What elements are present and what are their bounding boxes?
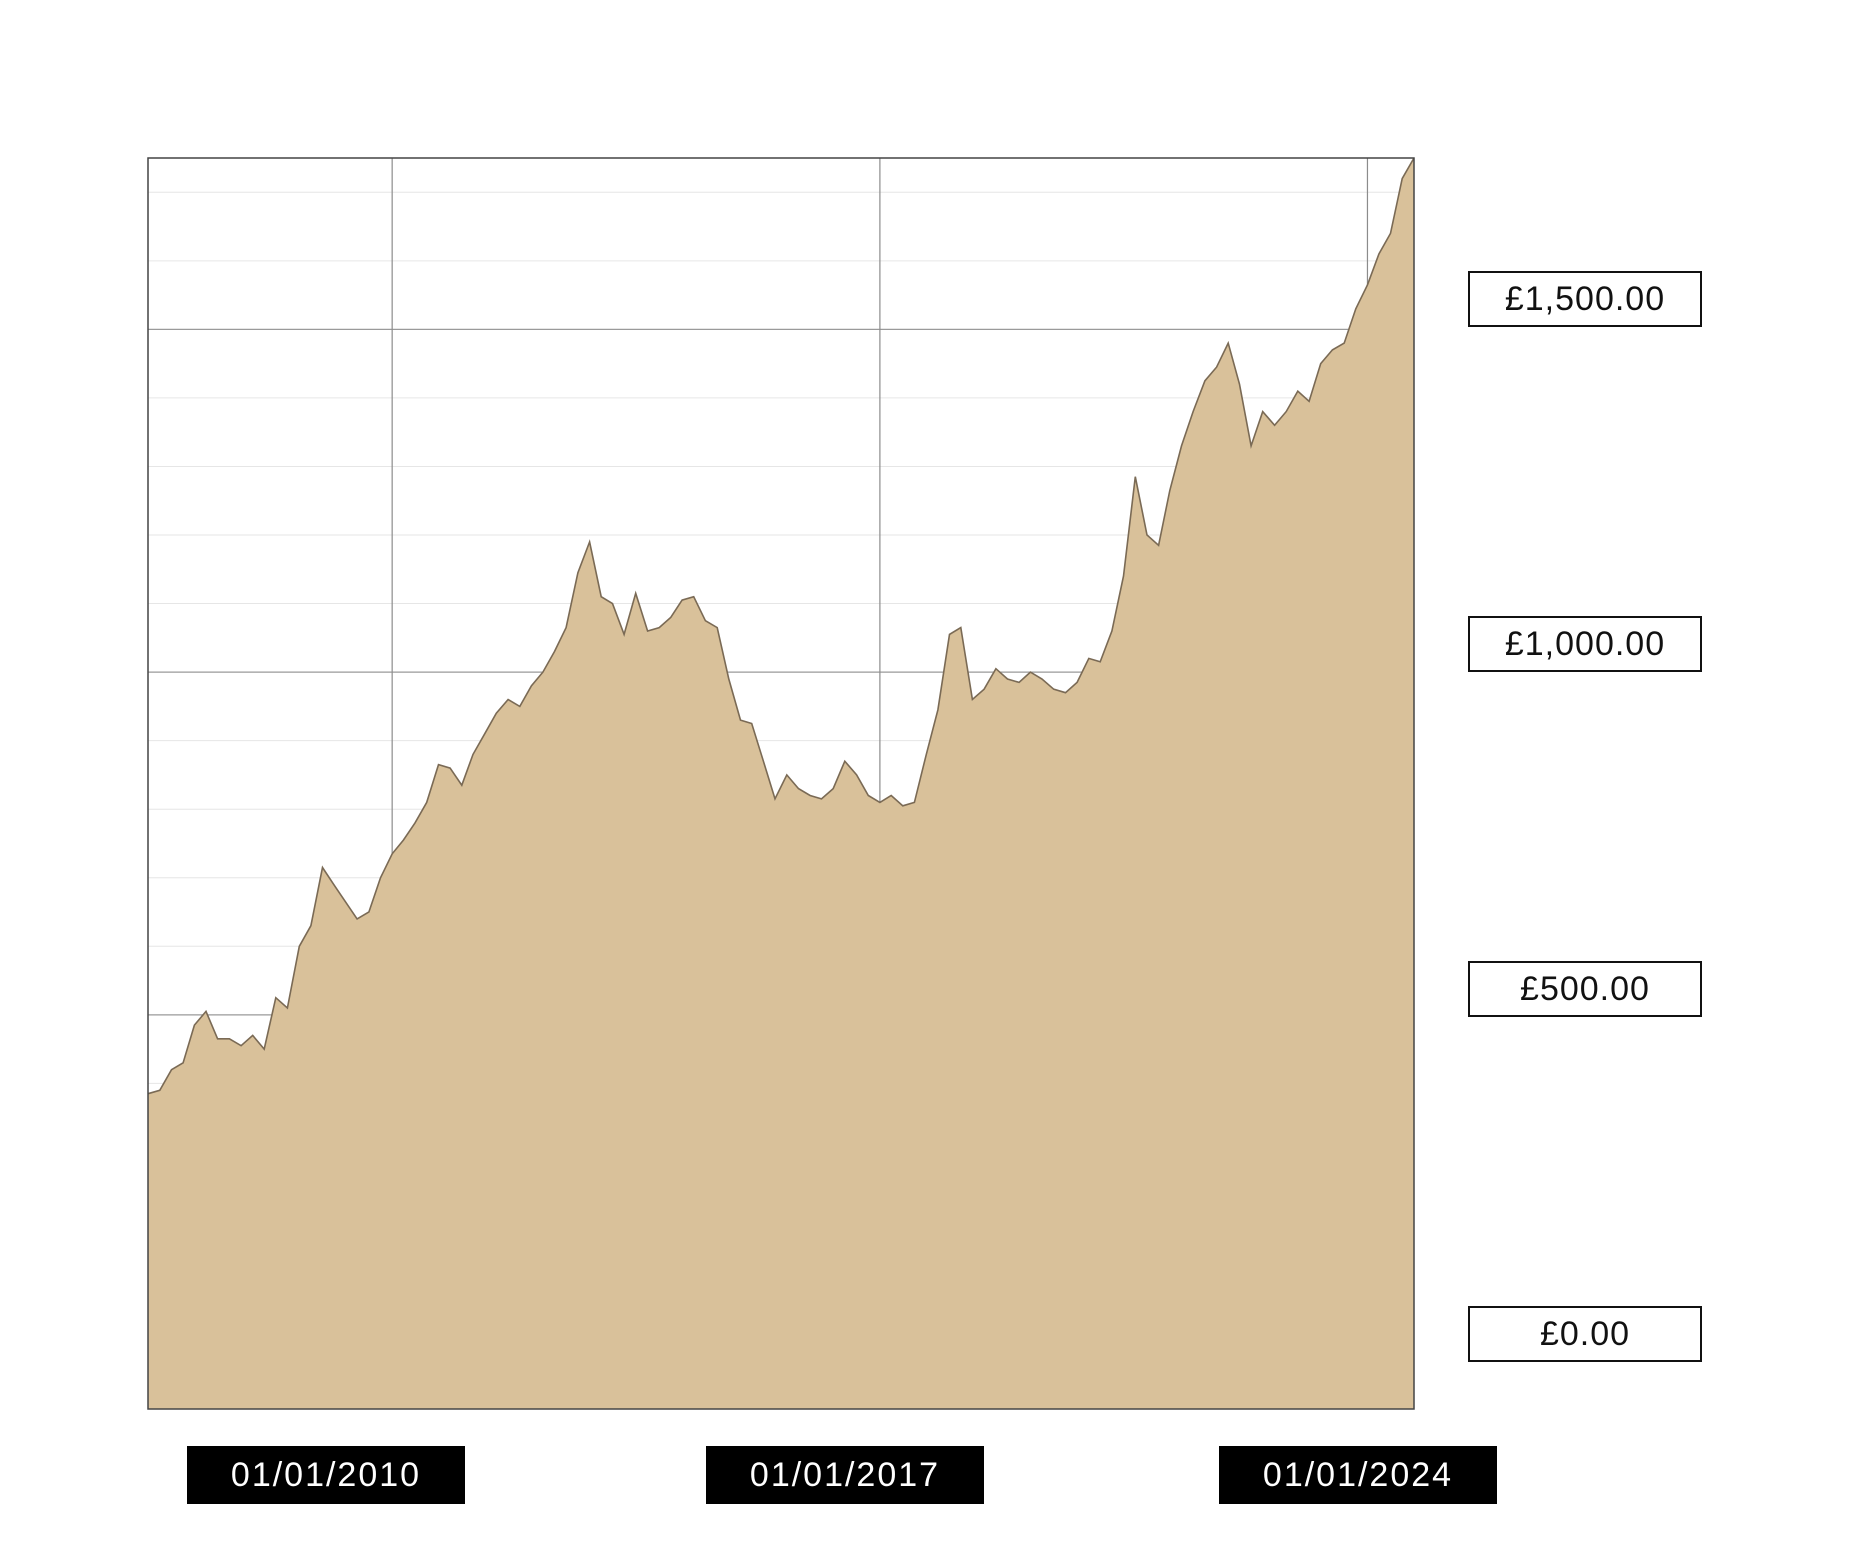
y-tick-label-0: £0.00 (1468, 1306, 1702, 1362)
x-tick-label-2017: 01/01/2017 (706, 1446, 984, 1504)
plot-frame (147, 157, 1415, 1410)
y-tick-label-1500: £1,500.00 (1468, 271, 1702, 327)
series-line (147, 157, 1415, 1095)
y-tick-label-500: £500.00 (1468, 961, 1702, 1017)
x-tick-label-2024: 01/01/2024 (1219, 1446, 1497, 1504)
series-area (148, 158, 1414, 1409)
y-tick-label-1000: £1,000.00 (1468, 616, 1702, 672)
x-tick-label-2010: 01/01/2010 (187, 1446, 465, 1504)
